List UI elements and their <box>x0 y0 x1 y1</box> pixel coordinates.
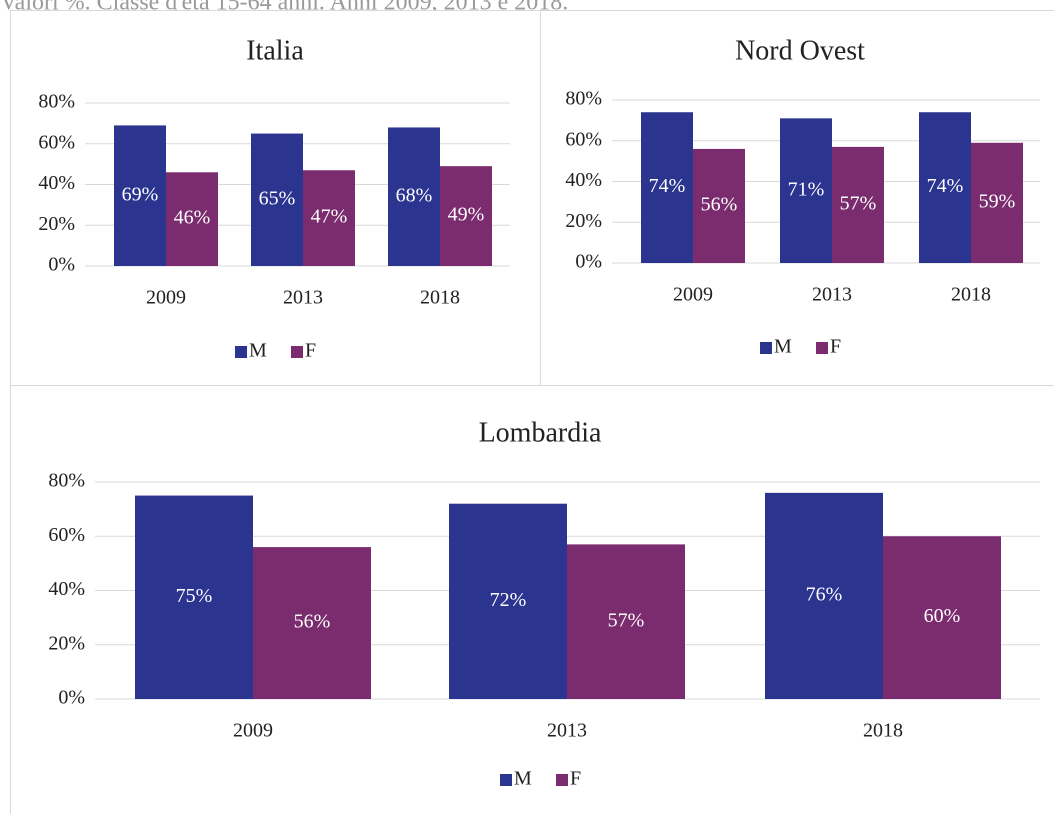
y-tick-label: 20% <box>565 210 602 232</box>
y-tick-label: 40% <box>565 169 602 191</box>
data-label: 47% <box>311 206 348 228</box>
data-label: 71% <box>788 178 825 200</box>
y-tick-label: 60% <box>565 128 602 150</box>
bar <box>114 125 166 266</box>
bar <box>253 547 371 699</box>
chart-title: Italia <box>246 35 304 66</box>
data-label: 68% <box>396 184 433 206</box>
legend-label: M <box>249 340 267 362</box>
y-tick-label: 0% <box>48 254 75 276</box>
legend-swatch <box>760 342 772 354</box>
data-label: 74% <box>927 175 964 197</box>
data-label: 76% <box>806 584 843 606</box>
legend-label: F <box>305 340 316 362</box>
y-tick-label: 80% <box>38 91 75 113</box>
bar <box>388 127 440 266</box>
x-tick-label: 2018 <box>863 720 903 742</box>
y-tick-label: 40% <box>48 578 85 600</box>
data-label: 56% <box>701 194 738 216</box>
bar <box>303 170 355 266</box>
bar <box>765 492 883 699</box>
x-tick-label: 2009 <box>233 720 273 742</box>
data-label: 69% <box>122 183 159 205</box>
x-tick-label: 2013 <box>283 287 323 309</box>
legend-swatch <box>500 774 512 786</box>
y-tick-label: 20% <box>48 632 85 654</box>
legend-swatch <box>816 342 828 354</box>
bar <box>166 172 218 266</box>
bar <box>971 142 1023 263</box>
data-label: 56% <box>294 611 331 633</box>
y-tick-label: 20% <box>38 213 75 235</box>
chart-title: Lombardia <box>479 417 602 448</box>
y-tick-label: 0% <box>58 687 85 709</box>
x-tick-label: 2009 <box>673 284 713 306</box>
y-tick-label: 40% <box>38 172 75 194</box>
legend-label: F <box>570 768 581 790</box>
data-label: 57% <box>608 609 645 631</box>
legend-swatch <box>291 346 303 358</box>
y-tick-label: 60% <box>48 524 85 546</box>
data-label: 49% <box>448 204 485 226</box>
legend-label: M <box>514 768 532 790</box>
y-tick-label: 80% <box>565 88 602 110</box>
legend-swatch <box>235 346 247 358</box>
bar <box>883 536 1001 699</box>
x-tick-label: 2018 <box>420 287 460 309</box>
bar <box>251 133 303 266</box>
x-tick-label: 2018 <box>951 284 991 306</box>
bar <box>693 148 745 263</box>
data-label: 60% <box>924 605 961 627</box>
x-tick-label: 2009 <box>146 287 186 309</box>
bar <box>780 118 832 264</box>
data-label: 65% <box>259 187 296 209</box>
y-tick-label: 80% <box>48 470 85 492</box>
data-label: 46% <box>174 207 211 229</box>
bar <box>567 544 685 699</box>
bar <box>832 146 884 263</box>
x-tick-label: 2013 <box>547 720 587 742</box>
bar <box>135 495 253 699</box>
data-label: 72% <box>490 589 527 611</box>
chart-title: Nord Ovest <box>735 35 865 66</box>
bar <box>641 112 693 263</box>
y-tick-label: 0% <box>575 251 602 273</box>
bar <box>449 503 567 699</box>
legend-label: F <box>830 336 841 358</box>
bar <box>919 112 971 263</box>
y-tick-label: 60% <box>38 131 75 153</box>
data-label: 75% <box>176 585 213 607</box>
data-label: 59% <box>979 190 1016 212</box>
legend-swatch <box>556 774 568 786</box>
data-label: 57% <box>840 193 877 215</box>
bar <box>440 166 492 266</box>
x-tick-label: 2013 <box>812 284 852 306</box>
data-label: 74% <box>649 175 686 197</box>
legend-label: M <box>774 336 792 358</box>
